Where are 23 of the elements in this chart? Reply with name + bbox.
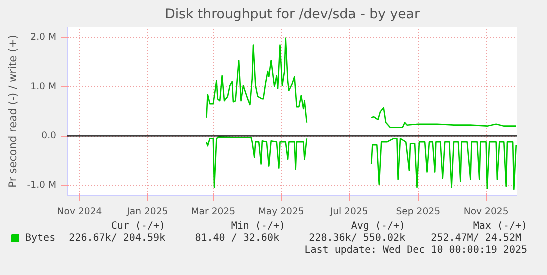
text: 81.40 / 32.60k — [195, 233, 280, 244]
text: Min (-/+) — [231, 221, 286, 232]
text: Last update: Wed Dec 10 00:00:19 2025 — [304, 245, 528, 256]
text: Avg (-/+) — [351, 221, 406, 232]
y-axis-title: Pr second read (-) / write (+) — [6, 35, 20, 188]
y-tick-label: 0.0 — [42, 130, 57, 142]
text: 228.36k/ 550.02k — [309, 233, 406, 244]
x-tick-label: May 2025 — [258, 206, 304, 218]
y-tick-label: -1.0 M — [27, 180, 57, 192]
y-tick-label: 2.0 M — [30, 32, 57, 43]
x-tick-label: Mar 2025 — [191, 206, 236, 218]
text: 252.47M/ 24.52M — [431, 233, 522, 244]
x-tick-label: Jul 2025 — [329, 206, 368, 218]
x-tick-label: Jan 2025 — [126, 206, 168, 218]
text: 226.67k/ 204.59k — [69, 233, 166, 244]
x-tick-label: Sep 2025 — [396, 206, 441, 218]
text: Cur (-/+) — [111, 221, 166, 232]
x-tick-label: Nov 2024 — [57, 206, 102, 218]
y-tick-label: 1.0 M — [30, 81, 57, 92]
legend-label: Bytes — [26, 233, 56, 244]
text: Max (-/+) — [473, 221, 528, 232]
chart-title: Disk throughput for /dev/sda - by year — [165, 8, 420, 22]
x-tick-label: Nov 2025 — [464, 206, 509, 218]
